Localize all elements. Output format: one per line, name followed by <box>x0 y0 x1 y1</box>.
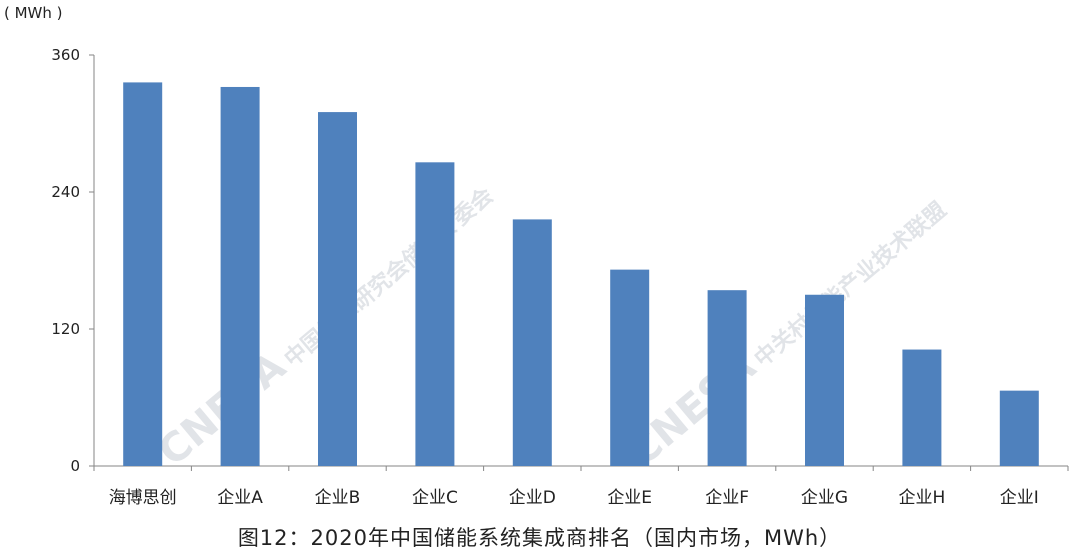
bar <box>805 294 844 466</box>
x-tick-label: 海博思创 <box>109 488 177 508</box>
x-tick-label: 企业B <box>315 488 361 508</box>
x-tick-label: 企业A <box>217 488 263 508</box>
x-tick-label: 企业G <box>801 488 848 508</box>
y-tick-label: 0 <box>70 457 80 475</box>
bar <box>902 349 942 466</box>
bar <box>512 219 552 466</box>
bar <box>415 162 455 467</box>
bar <box>220 86 260 466</box>
x-tick-label: 企业E <box>607 488 652 508</box>
bar <box>707 290 747 466</box>
bar <box>318 112 357 466</box>
bar <box>999 390 1039 466</box>
bar <box>610 269 650 466</box>
x-tick-label: 企业C <box>412 488 458 508</box>
bar <box>123 82 163 467</box>
x-tick-label: 企业F <box>705 488 749 508</box>
x-tick-label: 企业I <box>1000 488 1039 508</box>
x-tick-label: 企业D <box>509 488 556 508</box>
y-tick-label: 360 <box>51 46 80 64</box>
x-tick-label: 企业H <box>899 488 946 508</box>
y-tick-label: 120 <box>51 320 80 338</box>
bar-chart: 0 120 240 360 海博思创 企业A 企业B 企业C 企业D 企业E 企业F 企业G 企业H 企业… <box>51 46 1069 508</box>
y-unit-label: ( MWh ) <box>4 4 63 22</box>
y-tick-label: 240 <box>51 183 80 201</box>
figure-caption: 图12：2020年中国储能系统集成商排名（国内市场，MWh） <box>237 526 842 550</box>
